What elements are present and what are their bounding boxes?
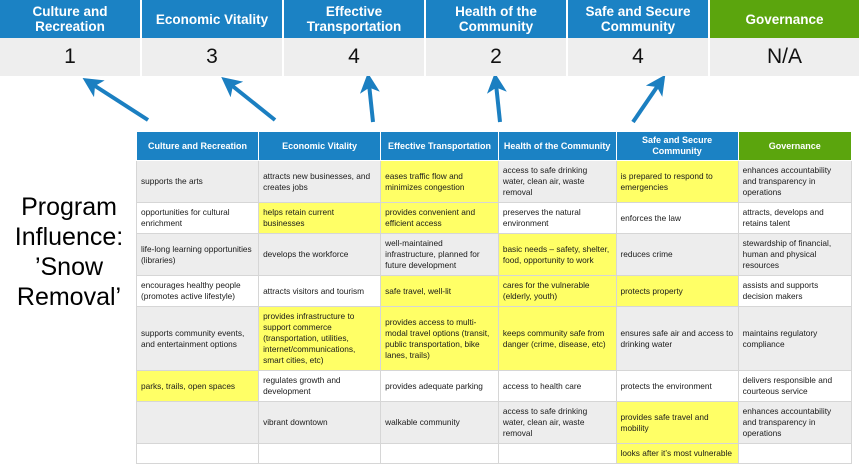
score-header-effective-transportation: Effective Transportation <box>284 0 426 38</box>
matrix-cell-r2-c5: enforces the law <box>615 202 739 234</box>
arrow-safe-and-secure-community <box>631 74 666 124</box>
score-header-governance: Governance <box>710 0 859 38</box>
score-value-health-of-the-community: 2 <box>426 38 568 76</box>
matrix-cell-r7-c2: vibrant downtown <box>258 401 382 444</box>
matrix-cell-r1-c2: attracts new businesses, and creates job… <box>258 160 382 203</box>
matrix-cell-r7-c3: walkable community <box>380 401 499 444</box>
program-influence-caption: Program Influence: ’Snow Removal’ <box>8 192 130 312</box>
matrix-cell-r4-c3: safe travel, well-lit <box>380 275 499 307</box>
matrix-cell-r3-c4: basic needs – safety, shelter, food, opp… <box>497 233 617 276</box>
caption-line-4: Removal’ <box>16 283 122 311</box>
matrix-cell-r4-c5: protects property <box>615 275 739 307</box>
matrix-header-culture-and-recreation: Culture and Recreation <box>135 131 260 161</box>
matrix-cell-r5-c2: provides infrastructure to support comme… <box>258 306 382 371</box>
matrix-cell-r6-c1: parks, trails, open spaces <box>135 370 260 402</box>
matrix-header-effective-transportation: Effective Transportation <box>380 131 499 161</box>
matrix-cell-r4-c4: cares for the vulnerable (elderly, youth… <box>497 275 617 307</box>
matrix-cell-r5-c4: keeps community safe from danger (crime,… <box>497 306 617 371</box>
matrix-header-row: Culture and Recreation Economic Vitality E… <box>135 131 853 161</box>
matrix-row: parks, trails, open spaces regulates grow… <box>135 370 853 402</box>
matrix-header-health-of-the-community: Health of the Community <box>497 131 617 161</box>
caption-line-2: Influence: <box>14 223 124 251</box>
matrix-cell-r2-c2: helps retain current businesses <box>258 202 382 234</box>
matrix-cell-r5-c6: maintains regulatory compliance <box>737 306 853 371</box>
matrix-cell-r6-c2: regulates growth and development <box>258 370 382 402</box>
matrix-row: encourages healthy people (promotes acti… <box>135 275 853 307</box>
score-value-culture-and-recreation: 1 <box>0 38 142 76</box>
matrix-header-governance: Governance <box>737 131 853 161</box>
matrix-row: life-long learning opportunities (librar… <box>135 233 853 276</box>
arrow-effective-transportation <box>359 72 380 123</box>
score-header-culture-and-recreation: Culture and Recreation <box>0 0 142 38</box>
score-banner: Culture and Recreation Economic Vitality E… <box>0 0 859 76</box>
matrix-cell-r7-c1 <box>135 401 260 444</box>
matrix-row: opportunities for cultural enrichment hel… <box>135 202 853 234</box>
influence-matrix-wrapper: Culture and Recreation Economic Vitality E… <box>135 131 853 464</box>
matrix-cell-r8-c3 <box>380 443 499 464</box>
influence-matrix-table: Culture and Recreation Economic Vitality E… <box>135 131 853 464</box>
arrow-economic-vitality <box>221 77 277 122</box>
matrix-cell-r5-c1: supports community events, and entertain… <box>135 306 260 371</box>
matrix-cell-r2-c1: opportunities for cultural enrichment <box>135 202 260 234</box>
matrix-cell-r3-c6: stewardship of financial, human and phys… <box>737 233 853 276</box>
matrix-cell-r3-c2: develops the workforce <box>258 233 382 276</box>
matrix-cell-r2-c6: attracts, develops and retains talent <box>737 202 853 234</box>
matrix-cell-r5-c3: provides access to multi-modal travel op… <box>380 306 499 371</box>
matrix-cell-r5-c5: ensures safe air and access to drinking … <box>615 306 739 371</box>
matrix-cell-r8-c5: looks after it’s most vulnerable <box>615 443 739 464</box>
matrix-cell-r1-c5: is prepared to respond to emergencies <box>615 160 739 203</box>
score-banner-header-row: Culture and Recreation Economic Vitality E… <box>0 0 859 38</box>
score-value-economic-vitality: 3 <box>142 38 284 76</box>
matrix-cell-r1-c6: enhances accountability and transparency… <box>737 160 853 203</box>
arrows-svg <box>82 72 666 124</box>
matrix-cell-r7-c5: provides safe travel and mobility <box>615 401 739 444</box>
caption-line-1: Program <box>21 193 117 221</box>
matrix-cell-r8-c2 <box>258 443 382 464</box>
matrix-cell-r1-c3: eases traffic flow and minimizes congest… <box>380 160 499 203</box>
caption-line-3: ’Snow <box>34 253 104 281</box>
matrix-cell-r8-c6 <box>737 443 853 464</box>
matrix-header-safe-and-secure-community: Safe and Secure Community <box>615 131 739 161</box>
matrix-row: vibrant downtown walkable community access… <box>135 401 853 444</box>
arrow-health-of-the-community <box>486 72 507 123</box>
matrix-cell-r4-c2: attracts visitors and tourism <box>258 275 382 307</box>
matrix-row: supports the arts attracts new businesses… <box>135 160 853 203</box>
score-value-safe-and-secure-community: 4 <box>568 38 710 76</box>
matrix-cell-r7-c4: access to safe drinking water, clean air… <box>497 401 617 444</box>
matrix-cell-r8-c4 <box>497 443 617 464</box>
matrix-cell-r6-c4: access to health care <box>497 370 617 402</box>
matrix-head: Culture and Recreation Economic Vitality E… <box>135 131 853 161</box>
score-value-governance: N/A <box>710 38 859 76</box>
score-header-health-of-the-community: Health of the Community <box>426 0 568 38</box>
matrix-cell-r2-c3: provides convenient and efficient access <box>380 202 499 234</box>
matrix-cell-r6-c5: protects the environment <box>615 370 739 402</box>
matrix-cell-r8-c1 <box>135 443 260 464</box>
arrow-culture-and-recreation <box>82 77 150 122</box>
matrix-cell-r4-c6: assists and supports decision makers <box>737 275 853 307</box>
matrix-cell-r1-c4: access to safe drinking water, clean air… <box>497 160 617 203</box>
matrix-cell-r3-c5: reduces crime <box>615 233 739 276</box>
matrix-body: supports the arts attracts new businesses… <box>135 160 853 464</box>
matrix-header-economic-vitality: Economic Vitality <box>258 131 382 161</box>
arrow-layer <box>0 72 859 134</box>
matrix-cell-r7-c6: enhances accountability and transparency… <box>737 401 853 444</box>
matrix-cell-r3-c1: life-long learning opportunities (librar… <box>135 233 260 276</box>
matrix-cell-r3-c3: well-maintained infrastructure, planned … <box>380 233 499 276</box>
matrix-cell-r2-c4: preserves the natural environment <box>497 202 617 234</box>
score-banner-value-row: 1 3 4 2 4 N/A <box>0 38 859 76</box>
matrix-cell-r1-c1: supports the arts <box>135 160 260 203</box>
score-header-safe-and-secure-community: Safe and Secure Community <box>568 0 710 38</box>
matrix-cell-r6-c3: provides adequate parking <box>380 370 499 402</box>
matrix-cell-r4-c1: encourages healthy people (promotes acti… <box>135 275 260 307</box>
matrix-row: supports community events, and entertain… <box>135 306 853 371</box>
score-value-effective-transportation: 4 <box>284 38 426 76</box>
matrix-cell-r6-c6: delivers responsible and courteous servi… <box>737 370 853 402</box>
score-header-economic-vitality: Economic Vitality <box>142 0 284 38</box>
matrix-row: looks after it’s most vulnerable <box>135 443 853 464</box>
